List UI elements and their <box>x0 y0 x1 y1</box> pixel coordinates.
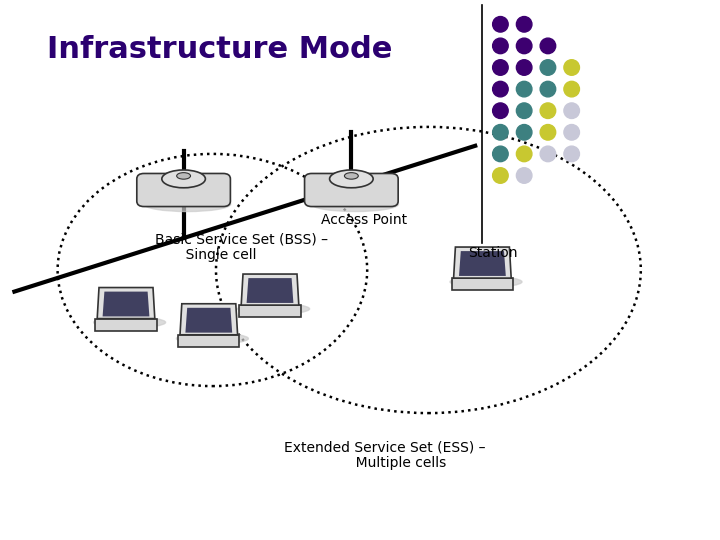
Polygon shape <box>241 274 299 305</box>
Ellipse shape <box>564 146 580 161</box>
Ellipse shape <box>540 60 556 75</box>
Ellipse shape <box>176 173 191 179</box>
Polygon shape <box>459 251 505 276</box>
Ellipse shape <box>144 197 231 212</box>
Ellipse shape <box>492 17 508 32</box>
Ellipse shape <box>176 333 248 344</box>
FancyBboxPatch shape <box>239 305 301 317</box>
Ellipse shape <box>540 103 556 118</box>
Ellipse shape <box>492 38 508 53</box>
FancyBboxPatch shape <box>179 335 239 347</box>
Ellipse shape <box>516 38 532 53</box>
Ellipse shape <box>564 60 580 75</box>
Ellipse shape <box>540 38 556 53</box>
Polygon shape <box>180 303 238 335</box>
Ellipse shape <box>492 103 508 118</box>
Ellipse shape <box>492 82 508 97</box>
Ellipse shape <box>450 276 522 287</box>
Text: Infrastructure Mode: Infrastructure Mode <box>47 35 392 64</box>
Ellipse shape <box>564 125 580 140</box>
Text: Extended Service Set (ESS) –
       Multiple cells: Extended Service Set (ESS) – Multiple ce… <box>284 440 486 470</box>
FancyBboxPatch shape <box>137 173 230 206</box>
Ellipse shape <box>344 173 359 179</box>
Ellipse shape <box>162 170 205 188</box>
FancyBboxPatch shape <box>305 173 398 206</box>
Ellipse shape <box>516 60 532 75</box>
Ellipse shape <box>516 82 532 97</box>
Ellipse shape <box>564 82 580 97</box>
Polygon shape <box>246 278 294 303</box>
Ellipse shape <box>492 125 508 140</box>
Ellipse shape <box>492 146 508 161</box>
FancyBboxPatch shape <box>95 319 156 330</box>
Ellipse shape <box>540 146 556 161</box>
Ellipse shape <box>492 60 508 75</box>
Ellipse shape <box>94 317 166 328</box>
Ellipse shape <box>311 197 399 212</box>
Ellipse shape <box>330 170 373 188</box>
Ellipse shape <box>540 125 556 140</box>
Polygon shape <box>102 292 150 316</box>
Ellipse shape <box>540 82 556 97</box>
Ellipse shape <box>516 17 532 32</box>
Text: Station: Station <box>469 246 518 260</box>
Ellipse shape <box>516 146 532 161</box>
Ellipse shape <box>516 125 532 140</box>
Ellipse shape <box>516 168 532 183</box>
Ellipse shape <box>516 103 532 118</box>
FancyBboxPatch shape <box>452 278 513 291</box>
Text: Basic Service Set (BSS) –
       Single cell: Basic Service Set (BSS) – Single cell <box>155 232 328 262</box>
Polygon shape <box>185 308 232 333</box>
Text: Access Point: Access Point <box>320 213 407 227</box>
Ellipse shape <box>492 168 508 183</box>
Ellipse shape <box>564 103 580 118</box>
Polygon shape <box>454 247 511 278</box>
Ellipse shape <box>238 303 310 314</box>
Polygon shape <box>97 287 155 319</box>
